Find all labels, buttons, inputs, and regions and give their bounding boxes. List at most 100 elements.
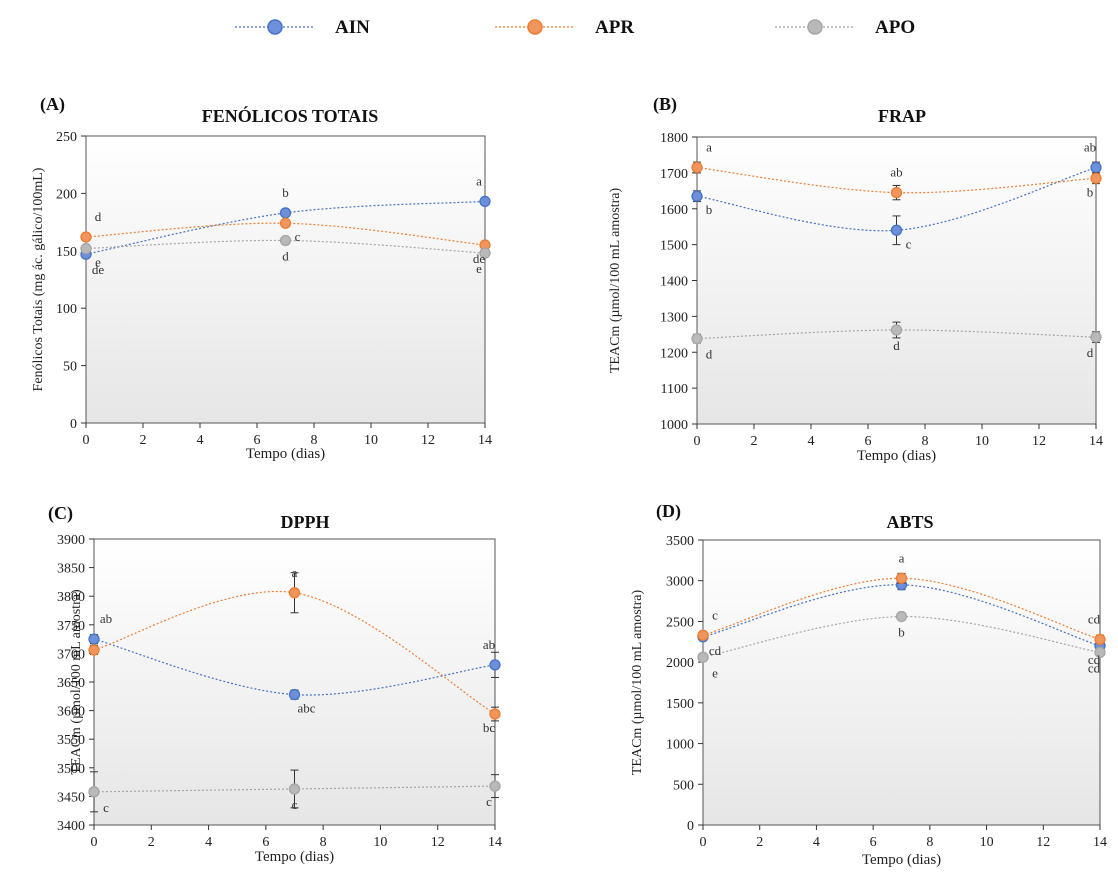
x-tick-label: 8 [926, 835, 933, 850]
series-line-apr [702, 577, 1101, 640]
x-tick-label: 14 [1089, 434, 1103, 449]
x-axis-label: Tempo (dias) [255, 849, 334, 865]
y-tick-label: 1500 [666, 697, 694, 712]
significance-label: ab [1084, 139, 1096, 154]
data-point-apr [80, 231, 92, 243]
chart-frap: (B) FRAP 1000 1100 1200 1300 1400 1500 1600 1700 1… [608, 94, 1103, 464]
x-tick-label: 8 [311, 433, 318, 448]
significance-label: cd [1088, 660, 1101, 675]
panel-label: (C) [48, 503, 73, 524]
significance-label: e [476, 261, 482, 276]
x-tick-label: 8 [922, 434, 929, 449]
y-tick-label: 3450 [57, 790, 85, 805]
legend-label-apo: APO [875, 17, 915, 38]
x-tick-label: 14 [1093, 835, 1107, 850]
x-tick-label: 2 [756, 835, 763, 850]
chart-title: ABTS [886, 512, 933, 532]
x-tick-label: 0 [700, 835, 707, 850]
panel-label: (A) [40, 94, 65, 115]
legend-marker-apo [807, 19, 823, 35]
significance-label: b [282, 185, 289, 200]
x-tick-label: 10 [975, 434, 989, 449]
data-point-apr [1090, 172, 1102, 184]
significance-label: e [95, 255, 101, 270]
data-point-apr [88, 644, 100, 656]
data-point-apo [691, 332, 703, 345]
chart-dpph: (C) DPPH 3400 3450 3500 3550 3600 3650 3700 3750 3… [48, 503, 502, 865]
y-tick-label: 3650 [57, 676, 85, 691]
data-point-apr [895, 572, 908, 584]
significance-label: a [292, 565, 298, 580]
x-tick-label: 6 [262, 835, 269, 850]
x-tick-label: 14 [478, 433, 492, 448]
y-tick-label: 3550 [57, 733, 85, 748]
x-tick-label: 4 [197, 433, 204, 448]
y-tick-label: 0 [70, 417, 77, 432]
chart-title: FRAP [878, 106, 926, 126]
data-point-apr [489, 708, 501, 720]
y-tick-label: 1500 [660, 239, 688, 254]
legend-label-ain: AIN [335, 17, 370, 38]
significance-label: ab [483, 637, 495, 652]
data-point-apr [691, 161, 703, 174]
y-tick-label: 3700 [57, 647, 85, 662]
data-point-ain [890, 224, 903, 236]
y-tick-label: 2000 [666, 656, 694, 671]
y-tick-label: 3500 [666, 534, 694, 549]
x-tick-label: 10 [373, 835, 387, 850]
x-axis-label: Tempo (dias) [862, 852, 941, 868]
x-axis-label: Tempo (dias) [857, 448, 936, 464]
y-axis-label: TEACm (µmol/100 mL amostra) [630, 590, 645, 776]
series-line-apo [85, 239, 486, 254]
series-line-apo [702, 615, 1101, 658]
significance-label: a [476, 173, 482, 188]
y-tick-label: 3500 [57, 762, 85, 777]
legend-marker-ain [267, 19, 283, 35]
x-tick-label: 10 [980, 835, 994, 850]
y-tick-label: 3000 [666, 575, 694, 590]
data-point-ain [288, 688, 301, 701]
y-tick-label: 3800 [57, 590, 85, 605]
x-axis-label: Tempo (dias) [246, 446, 325, 462]
x-tick-label: 4 [205, 835, 212, 850]
x-tick-label: 12 [421, 433, 435, 448]
data-point-ain [691, 190, 703, 202]
significance-label: ab [100, 611, 112, 626]
significance-label: cd [1088, 652, 1101, 667]
data-point-apo [1090, 331, 1102, 343]
data-point-ain [489, 659, 501, 671]
x-tick-label: 10 [364, 433, 378, 448]
y-tick-label: 150 [56, 245, 77, 260]
chart-title: FENÓLICOS TOTAIS [202, 105, 379, 126]
data-point-ain [1090, 161, 1102, 174]
y-tick-label: 1200 [660, 346, 688, 361]
y-axis-label: TEACm (µmol/100 mL amostra) [69, 589, 84, 775]
x-tick-label: 2 [140, 433, 147, 448]
significance-label: c [712, 607, 718, 622]
x-tick-label: 0 [83, 433, 90, 448]
significance-label: c [906, 236, 912, 251]
series-line-apr [93, 590, 496, 715]
panel-label: (D) [656, 501, 681, 522]
data-point-apo [80, 242, 92, 255]
chart-abts: (D) ABTS 0 500 1000 1500 2000 2500 3000 3500 0 2 4 6 8… [630, 501, 1107, 868]
x-tick-label: 2 [148, 835, 155, 850]
y-tick-label: 250 [56, 130, 77, 145]
chart-title: DPPH [281, 512, 330, 532]
series-line-ain [85, 200, 486, 255]
y-tick-label: 3750 [57, 619, 85, 634]
series-line-ain [702, 584, 1101, 647]
x-tick-label: 0 [694, 434, 701, 449]
y-tick-label: 1000 [660, 418, 688, 433]
data-point-apo [288, 783, 301, 795]
data-point-apo [697, 651, 709, 663]
data-point-ain [479, 195, 491, 208]
data-point-apo [279, 234, 292, 247]
y-tick-label: 1800 [660, 131, 688, 146]
panel-label: (B) [653, 94, 677, 115]
legend-label-apr: APR [595, 17, 634, 38]
y-tick-label: 3850 [57, 562, 85, 577]
y-tick-label: 200 [56, 187, 77, 202]
data-point-apo [1094, 646, 1106, 659]
